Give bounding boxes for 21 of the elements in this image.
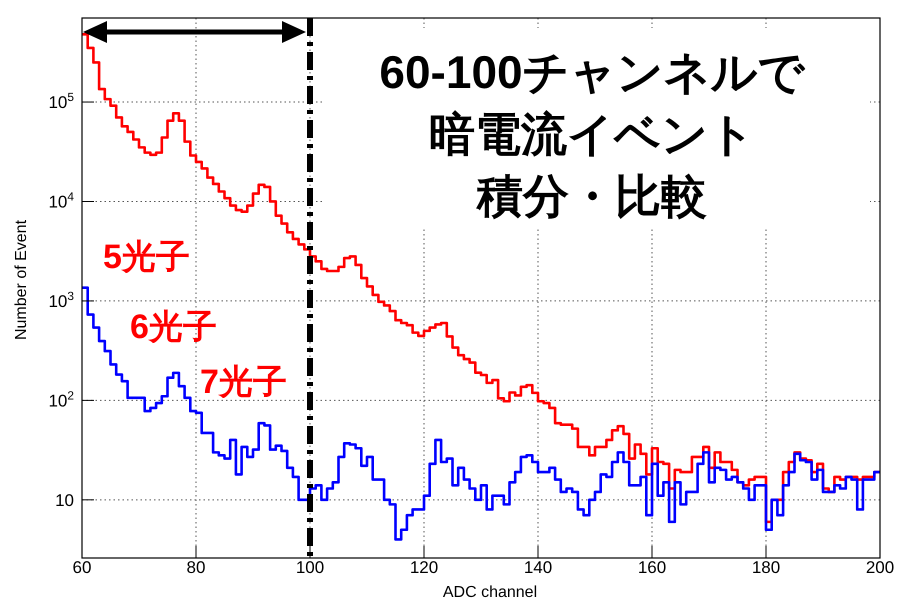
x-tick-label: 120 bbox=[410, 558, 438, 578]
x-tick-label: 100 bbox=[296, 558, 324, 578]
x-tick-label: 160 bbox=[638, 558, 666, 578]
annotation: 7光子 bbox=[200, 363, 287, 401]
y-tick-label: 10$^{2}$ bbox=[48, 388, 74, 410]
y-tick-label: 10$^{4}$ bbox=[48, 189, 74, 212]
x-tick-label: 180 bbox=[752, 558, 780, 578]
annotation: 60-100チャンネルで bbox=[379, 46, 806, 98]
annotation: 積分・比較 bbox=[476, 170, 707, 222]
annotation: 5光子 bbox=[103, 238, 190, 276]
y-tick-label: 10 bbox=[55, 490, 74, 510]
x-tick-label: 60 bbox=[72, 558, 92, 578]
x-tick-label: 80 bbox=[186, 558, 206, 578]
x-axis-title: ADC channel bbox=[442, 584, 538, 601]
x-tick-label: 200 bbox=[866, 558, 894, 578]
y-axis-title: Number of Event bbox=[13, 219, 30, 340]
annotation: 暗電流イベント bbox=[429, 108, 755, 160]
y-tick-label: 10$^{3}$ bbox=[48, 288, 74, 311]
annotation: 6光子 bbox=[130, 308, 217, 346]
y-tick-label: 10$^{5}$ bbox=[48, 90, 74, 112]
x-tick-label: 140 bbox=[524, 558, 552, 578]
